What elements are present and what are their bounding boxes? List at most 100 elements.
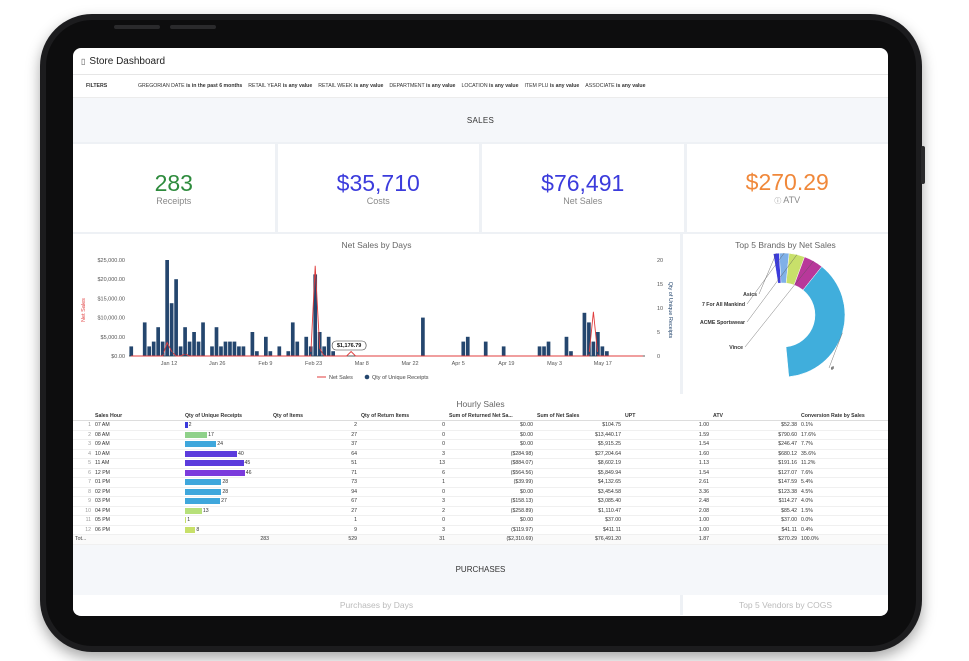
receipt-point — [210, 351, 214, 355]
table-row[interactable]: 12 06 PM 8 9 3 ($119.97) $411.11 1.00 $41.11 0.4% — [73, 525, 888, 535]
filter-item[interactable]: RETAIL WEEK is any value — [318, 83, 383, 89]
receipts-bar — [214, 327, 219, 356]
kpi-card: $35,710 Costs — [277, 144, 479, 232]
kpi-label: ⓘ ATV — [774, 195, 800, 206]
table-cell: 3.36 — [623, 487, 711, 497]
table-row[interactable]: 10 04 PM 13 27 2 ($258.89) $1,110.47 2.08 $85.42… — [73, 506, 888, 516]
pie-label: 7 For All Mankind — [702, 302, 745, 308]
table-cell: 4.5% — [799, 487, 888, 497]
table-cell: 7.7% — [799, 439, 888, 450]
kpi-card: 283 Receipts — [73, 144, 275, 232]
table-cell: 28 — [183, 477, 271, 488]
kpi-value: 283 — [154, 169, 193, 196]
table-cell: ($119.97) — [447, 525, 535, 535]
receipts-bar — [542, 346, 546, 356]
column-header[interactable]: Sum of Net Sales — [535, 411, 623, 421]
filter-item[interactable]: DEPARTMENT is any value — [389, 83, 455, 89]
section-header-purchases: PURCHASES — [73, 544, 888, 595]
table-row[interactable]: 5 11 AM 45 51 13 ($884.07) $8,602.19 1.13 $191.1… — [73, 458, 888, 469]
table-cell: $246.47 — [711, 439, 799, 450]
receipts-bar — [142, 322, 147, 356]
receipt-point — [592, 351, 595, 355]
table-row[interactable]: 3 09 AM 24 37 0 $0.00 $5,915.25 1.54 $246.47 7.7% — [73, 439, 888, 450]
table-cell: 27 — [183, 496, 271, 507]
filter-field: ITEM PLU — [524, 83, 549, 89]
totals-cell: $76,491.20 — [535, 534, 623, 545]
receipt-point — [596, 351, 600, 355]
pie-label: # — [831, 366, 834, 372]
receipts-value: 2 — [188, 422, 192, 429]
table-row[interactable]: 8 02 PM 28 94 0 $0.00 $3,454.58 3.36 $123.38 4.5% — [73, 487, 888, 497]
filter-field: RETAIL WEEK — [318, 83, 353, 89]
kpi-value: $35,710 — [336, 169, 420, 196]
table-row[interactable]: 6 12 PM 46 71 6 ($564.56) $5,849.94 1.54 $127.07… — [73, 468, 888, 478]
receipt-point — [286, 351, 290, 355]
table-row[interactable]: 2 08 AM 17 27 0 $0.00 $13,440.17 1.59 $790.60 17.… — [73, 430, 888, 440]
table-row[interactable]: 11 05 PM 1 1 0 $0.00 $37.00 1.00 $37.00 0.0% — [73, 515, 888, 526]
filter-item[interactable]: RETAIL YEAR is any value — [248, 83, 312, 89]
x-tick-label: Jan 12 — [161, 361, 178, 367]
receipt-point — [188, 351, 191, 355]
net-sales-chart-panel[interactable]: Net Sales by Days $25,000.00 $20,000.00 $1… — [73, 234, 680, 394]
net-sales-line — [131, 265, 643, 357]
row-index: 1 — [73, 420, 93, 431]
totals-cell: $270.29 — [711, 534, 799, 545]
table-cell: 40 — [183, 449, 271, 459]
receipts-value: 1 — [187, 517, 191, 524]
column-header[interactable]: Qty of Unique Receipts — [183, 411, 271, 421]
table-cell: $127.07 — [711, 468, 799, 478]
filter-item[interactable]: GREGORIAN DATE is in the past 6 months — [138, 83, 242, 89]
receipts-bar — [201, 322, 205, 356]
table-cell: 0 — [359, 487, 447, 497]
column-header[interactable]: Sum of Returned Net Sa... — [447, 411, 535, 421]
top-brands-chart-panel[interactable]: Top 5 Brands by Net Sales Asics 7 For All… — [683, 234, 888, 394]
table-row[interactable]: 1 07 AM 2 2 0 $0.00 $104.75 1.00 $52.38 0.1% — [73, 420, 888, 431]
net-sales-chart: $25,000.00 $20,000.00 $15,000.00 $10,000.00… — [81, 258, 673, 381]
receipt-point — [251, 351, 254, 355]
table-cell: 06 PM — [93, 525, 183, 535]
totals-cell: 529 — [271, 534, 359, 545]
totals-cell: 100.0% — [799, 534, 888, 545]
y-axis-label: Net Sales — [81, 298, 87, 322]
table-cell: $3,085.40 — [535, 496, 623, 507]
receipts-bar — [596, 332, 600, 356]
filter-item[interactable]: ITEM PLU is any value — [524, 83, 579, 89]
receipt-point — [233, 351, 236, 355]
filter-item[interactable]: ASSOCIATE is any value — [585, 83, 645, 89]
receipts-bar — [264, 336, 268, 356]
table-row[interactable]: 9 03 PM 27 67 3 ($158.13) $3,085.40 2.48 $114.27… — [73, 496, 888, 507]
table-row[interactable]: 4 10 AM 40 64 3 ($284.98) $27,204.64 1.60 $680.1… — [73, 449, 888, 459]
column-header[interactable]: UPT — [623, 411, 711, 421]
receipt-point — [313, 351, 317, 355]
table-cell: $104.75 — [535, 420, 623, 431]
table-row[interactable]: 7 01 PM 28 73 1 ($39.99) $4,132.65 2.61 $147.59 5… — [73, 477, 888, 488]
filter-bar[interactable]: FILTERS GREGORIAN DATE is in the past 6 … — [73, 75, 888, 98]
table-cell: 1.5% — [799, 506, 888, 516]
table-cell: 0 — [359, 420, 447, 431]
column-header[interactable]: Qty of Items — [271, 411, 359, 421]
receipts-bar — [174, 279, 178, 356]
filter-item[interactable]: LOCATION is any value — [461, 83, 518, 89]
column-header[interactable]: Qty of Return Items — [359, 411, 447, 421]
row-index-header — [73, 411, 93, 421]
table-cell: 1 — [359, 477, 447, 488]
column-header[interactable]: ATV — [711, 411, 799, 421]
table-cell: $4,132.65 — [535, 477, 623, 488]
table-cell: $13,440.17 — [535, 430, 623, 440]
receipt-point — [331, 351, 335, 355]
totals-cell: ($2,310.69) — [447, 534, 535, 545]
receipt-point — [484, 351, 488, 355]
top-vendors-title: Top 5 Vendors by COGS — [683, 594, 888, 615]
kpi-label-text: ATV — [783, 195, 801, 205]
table-cell: 67 — [271, 496, 359, 507]
table-cell: 07 AM — [93, 420, 183, 431]
receipts-value: 40 — [238, 450, 244, 457]
column-header[interactable]: Sales Hour — [93, 411, 183, 421]
column-header[interactable]: Conversion Rate by Sales — [799, 411, 888, 421]
table-cell: 3 — [359, 525, 447, 535]
y2-tick-label: 5 — [657, 330, 660, 336]
receipt-point — [242, 351, 245, 355]
receipt-point — [201, 351, 205, 355]
table-cell: 3 — [359, 496, 447, 507]
receipts-bar — [295, 341, 300, 356]
